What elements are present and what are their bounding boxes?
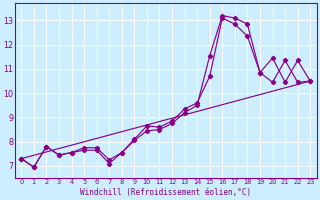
X-axis label: Windchill (Refroidissement éolien,°C): Windchill (Refroidissement éolien,°C): [80, 188, 251, 197]
